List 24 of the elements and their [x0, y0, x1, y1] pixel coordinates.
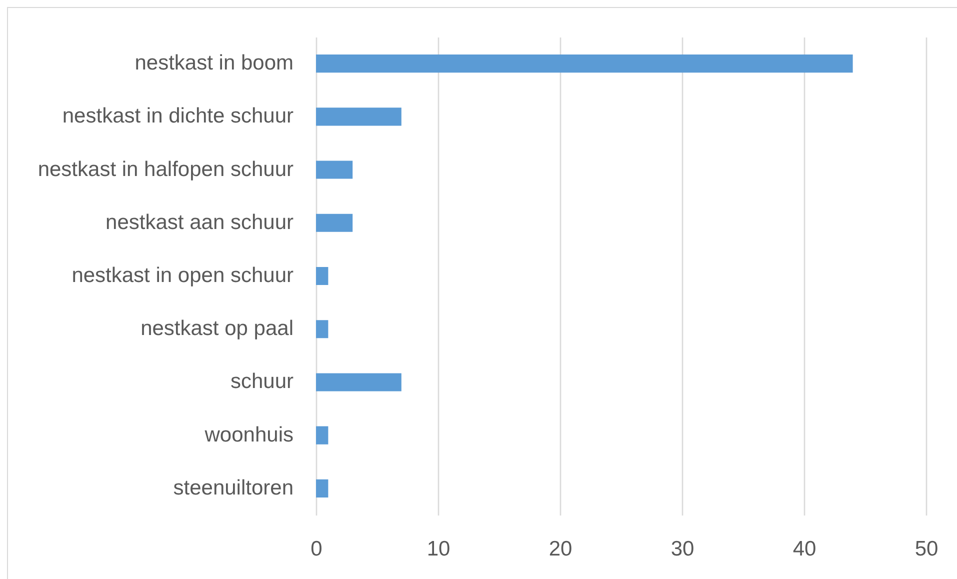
bar: [316, 160, 353, 179]
y-tick-label: schuur: [230, 370, 294, 394]
y-tick-label: nestkast in halfopen schuur: [38, 158, 294, 181]
bar: [316, 426, 328, 444]
x-tick-label: 30: [670, 538, 694, 560]
y-tick-label: nestkast aan schuur: [106, 210, 294, 234]
bar: [316, 320, 328, 338]
y-tick-label: steenuiltoren: [173, 476, 294, 500]
y-tick-label: woonhuis: [204, 423, 294, 446]
x-tick-label: 40: [792, 538, 816, 560]
bar: [316, 54, 853, 73]
bar: [316, 266, 328, 286]
y-tick-label: nestkast in open schuur: [72, 264, 294, 287]
x-tick-label: 10: [426, 538, 450, 560]
bar: [316, 373, 402, 392]
bar: [316, 479, 328, 498]
bar: [316, 214, 353, 232]
y-tick-label: nestkast in dichte schuur: [62, 104, 294, 128]
bar: [316, 108, 402, 126]
x-tick-label: 0: [310, 538, 322, 560]
x-tick-label: 50: [914, 538, 938, 560]
y-tick-label: nestkast in boom: [134, 52, 294, 75]
y-tick-label: nestkast op paal: [140, 317, 294, 340]
x-tick-label: 20: [548, 538, 572, 560]
